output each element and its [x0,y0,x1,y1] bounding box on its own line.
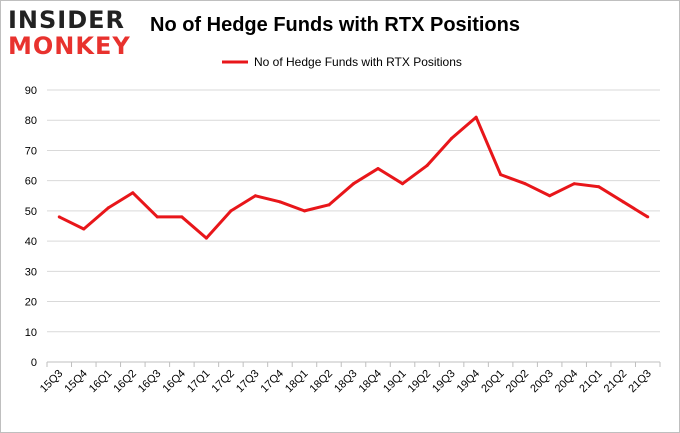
x-tick-label: 16Q2 [111,368,139,396]
data-point [474,115,478,119]
data-point [131,191,135,195]
data-point [548,194,552,198]
x-tick-label: 21Q1 [577,368,605,396]
x-axis-ticks: 15Q315Q416Q116Q216Q316Q417Q117Q217Q317Q4… [38,362,661,396]
data-point [278,200,282,204]
x-tick-label: 17Q3 [234,368,262,396]
data-point [376,167,380,171]
y-tick-label: 50 [25,206,37,218]
y-tick-label: 90 [25,85,37,97]
data-point [327,203,331,207]
data-point [572,182,576,186]
x-tick-label: 16Q1 [87,368,115,396]
data-point [180,215,184,219]
x-tick-label: 20Q3 [528,368,556,396]
x-tick-label: 20Q4 [553,368,581,396]
series-line [58,115,649,240]
x-tick-label: 18Q3 [332,368,360,396]
y-tick-label: 0 [31,357,37,369]
data-point [302,209,306,213]
data-point [499,173,503,177]
y-tick-label: 20 [25,297,37,309]
y-tick-label: 30 [25,266,37,278]
x-tick-label: 15Q3 [38,368,66,396]
data-point [229,209,233,213]
x-tick-label: 21Q3 [626,368,654,396]
data-point [401,182,405,186]
y-tick-label: 60 [25,176,37,188]
data-point [57,215,61,219]
x-tick-label: 16Q4 [160,368,188,396]
y-tick-label: 70 [25,145,37,157]
logo-text-top: INSIDER [8,6,126,34]
x-tick-label: 17Q1 [185,368,213,396]
chart-title: No of Hedge Funds with RTX Positions [150,14,520,36]
x-tick-label: 18Q4 [357,368,385,396]
insider-monkey-logo: INSIDER MONKEY [8,6,131,60]
data-point [621,200,625,204]
data-point [82,227,86,231]
x-tick-label: 18Q2 [308,368,336,396]
logo-text-bottom: MONKEY [8,32,131,60]
x-tick-label: 17Q2 [209,368,237,396]
y-tick-label: 40 [25,236,37,248]
data-point [523,182,527,186]
data-point [352,182,355,186]
data-point [155,215,159,219]
data-point [597,185,601,189]
gridlines [47,89,660,333]
data-point [646,215,650,219]
data-points [57,115,650,240]
x-tick-label: 20Q1 [479,368,507,396]
x-tick-label: 19Q4 [455,368,483,396]
data-point [450,136,454,140]
x-tick-label: 21Q2 [602,368,630,396]
data-point [253,194,257,198]
x-tick-label: 19Q3 [430,368,458,396]
x-tick-label: 20Q2 [504,368,532,396]
x-tick-label: 19Q1 [381,368,409,396]
data-point [425,164,429,168]
y-axis-ticks: 0 10 20 30 40 50 60 70 80 90 [25,85,37,369]
x-tick-label: 16Q3 [136,368,164,396]
legend: No of Hedge Funds with RTX Positions [222,55,462,69]
y-tick-label: 80 [25,115,37,127]
data-point [106,206,110,210]
legend-label: No of Hedge Funds with RTX Positions [254,55,462,69]
x-tick-label: 18Q1 [283,368,311,396]
y-tick-label: 10 [25,327,37,339]
x-tick-label: 19Q2 [406,368,434,396]
data-point [204,236,208,240]
x-tick-label: 17Q4 [259,368,287,396]
x-tick-label: 15Q4 [62,368,90,396]
